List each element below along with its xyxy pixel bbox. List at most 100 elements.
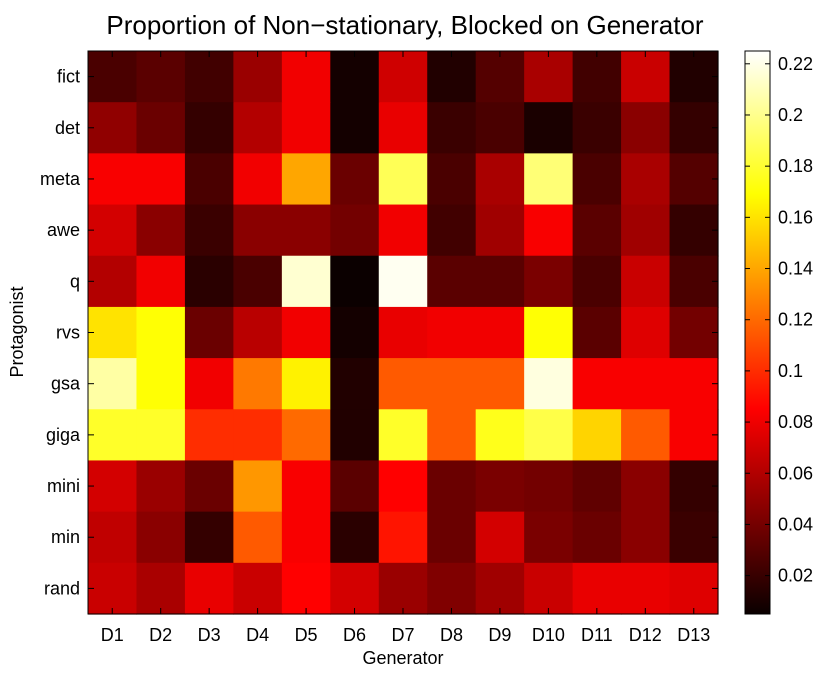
heatmap-cell (524, 511, 574, 564)
y-tick-label: rvs (56, 323, 80, 343)
heatmap-cell (669, 153, 719, 206)
heatmap-cell (572, 153, 622, 206)
y-tick-label: q (70, 271, 80, 291)
heatmap-cell (524, 306, 574, 359)
colorbar-tick-label: 0.22 (778, 54, 813, 74)
heatmap-cell (572, 204, 622, 257)
heatmap-cell (621, 102, 671, 154)
chart-title: Proportion of Non−stationary, Blocked on… (106, 10, 703, 40)
heatmap-cell (621, 409, 671, 462)
heatmap-cell (233, 153, 283, 206)
y-tick-label: rand (44, 578, 80, 598)
heatmap-cell (475, 409, 525, 462)
heatmap-cell (475, 204, 525, 257)
heatmap-cell (184, 306, 234, 359)
heatmap-cell (427, 204, 477, 257)
heatmap-cell (281, 255, 331, 308)
heatmap-cell (524, 409, 574, 462)
heatmap-cell (378, 409, 428, 462)
heatmap-cell (572, 409, 622, 462)
heatmap-cell (572, 306, 622, 359)
heatmap-cell (136, 306, 186, 359)
heatmap-cell (136, 460, 186, 513)
x-tick-label: D7 (391, 625, 414, 645)
heatmap-cell (184, 255, 234, 308)
heatmap-cell (572, 358, 622, 410)
x-tick-label: D11 (581, 625, 613, 645)
heatmap-cell (475, 460, 525, 513)
heatmap-cell (572, 460, 622, 513)
heatmap-cell (669, 204, 719, 257)
heatmap-cell (621, 306, 671, 359)
heatmap-cell (330, 204, 380, 257)
heatmap-cell (378, 204, 428, 257)
heatmap-cell (475, 51, 525, 103)
heatmap-cell (233, 102, 283, 154)
y-tick-label: det (55, 118, 80, 138)
heatmap-cell (184, 409, 234, 462)
colorbar-tick-label: 0.1 (778, 361, 803, 381)
y-tick-label: awe (47, 220, 80, 240)
heatmap-cell (184, 204, 234, 257)
heatmap-cell (233, 562, 283, 615)
heatmap-cell (427, 358, 477, 410)
heatmap-cell (427, 255, 477, 308)
heatmap-cell (136, 511, 186, 564)
heatmap-cell (669, 409, 719, 462)
heatmap-cell (621, 460, 671, 513)
heatmap-cell (572, 511, 622, 564)
heatmap-cell (88, 102, 138, 154)
heatmap-cell (524, 562, 574, 615)
heatmap-cell (475, 562, 525, 615)
heatmap-cell (233, 460, 283, 513)
heatmap-cell (524, 204, 574, 257)
heatmap-cell (281, 511, 331, 564)
heatmap-cell (88, 153, 138, 206)
heatmap-cell (427, 153, 477, 206)
heatmap-cell (524, 358, 574, 410)
heatmap-cell (669, 511, 719, 564)
colorbar-tick-label: 0.08 (778, 412, 813, 432)
heatmap-cell (427, 102, 477, 154)
x-tick-label: D6 (343, 625, 366, 645)
heatmap-cell (669, 102, 719, 154)
heatmap-cell (184, 153, 234, 206)
heatmap-cell (281, 102, 331, 154)
heatmap-cell (233, 255, 283, 308)
heatmap-cell (669, 562, 719, 615)
colorbar-tick-label: 0.04 (778, 514, 813, 534)
heatmap-cell (427, 409, 477, 462)
heatmap-cell (88, 204, 138, 257)
heatmap-cell (378, 460, 428, 513)
heatmap-cell (136, 562, 186, 615)
heatmap-cell (475, 255, 525, 308)
heatmap-cell (378, 153, 428, 206)
heatmap-cell (475, 102, 525, 154)
heatmap-cell (669, 358, 719, 410)
heatmap-cell (524, 51, 574, 103)
heatmap-cell (136, 102, 186, 154)
heatmap-cell (233, 51, 283, 103)
heatmap-cell (281, 51, 331, 103)
x-tick-label: D8 (440, 625, 463, 645)
heatmap-cell (330, 102, 380, 154)
x-tick-label: D3 (198, 625, 221, 645)
x-tick-label: D4 (246, 625, 269, 645)
colorbar (744, 50, 771, 615)
heatmap-cell (621, 511, 671, 564)
heatmap-cell (233, 306, 283, 359)
heatmap-cell (621, 358, 671, 410)
heatmap-cell (88, 255, 138, 308)
y-tick-label: fict (57, 67, 80, 87)
colorbar-tick-label: 0.2 (778, 105, 803, 125)
heatmap-cell (88, 409, 138, 462)
heatmap-cell (281, 358, 331, 410)
heatmap-cell (281, 562, 331, 615)
heatmap-cell (233, 204, 283, 257)
heatmap-cell (475, 153, 525, 206)
heatmap-cell (669, 460, 719, 513)
heatmap-cell (330, 460, 380, 513)
heatmap-cell (427, 460, 477, 513)
heatmap-cell (184, 460, 234, 513)
